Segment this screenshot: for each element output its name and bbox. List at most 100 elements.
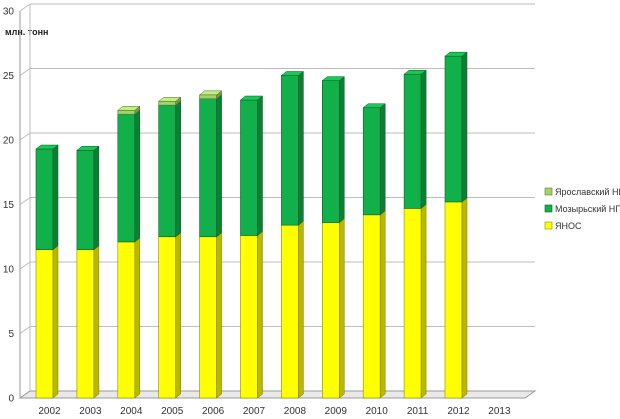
bar-2003	[76, 145, 100, 399]
legend-label: Ярославский НПЗ	[555, 187, 620, 197]
bar-segment	[76, 249, 95, 399]
bar-top	[444, 51, 468, 57]
bar-segment-side	[298, 70, 304, 226]
bar-segment	[117, 241, 136, 399]
y-tick-label: 30	[3, 7, 15, 18]
legend-swatch	[544, 221, 553, 230]
bar-segment-side	[257, 230, 263, 399]
bar-top	[157, 97, 182, 102]
bar-2011	[403, 69, 427, 399]
bar-segment	[403, 73, 422, 209]
grid-line-side	[19, 3, 31, 12]
bar-segment-side	[420, 69, 427, 209]
legend-item: ЯНОС	[544, 221, 582, 231]
grid-line-side	[19, 261, 31, 270]
bar-segment-side	[379, 103, 386, 216]
legend-label: ЯНОС	[555, 221, 582, 231]
bar-top	[280, 71, 305, 76]
bar-2005	[157, 96, 182, 399]
bar-segment	[76, 150, 95, 250]
x-tick-label: 2007	[243, 406, 266, 417]
bar-segment-side	[175, 100, 181, 238]
bars	[35, 51, 468, 399]
legend-label: Мозырьский НП	[555, 204, 620, 214]
bar-segment	[281, 75, 299, 226]
bar-segment-side	[175, 232, 181, 399]
bar-top	[117, 106, 141, 111]
grid-line-side	[19, 68, 31, 76]
bar-segment	[35, 249, 54, 399]
bar-segment-side	[420, 203, 427, 399]
x-tick-label: 2003	[79, 406, 102, 417]
bar-segment	[35, 148, 54, 250]
x-tick-label: 2008	[284, 406, 307, 417]
bar-top	[362, 103, 386, 108]
bar-segment-side	[134, 109, 141, 243]
bar-segment	[158, 236, 176, 399]
bar-2009	[321, 76, 346, 399]
legend-item: Ярославский НПЗ	[544, 187, 620, 197]
legend-swatch	[544, 187, 553, 196]
bar-2002	[35, 144, 59, 399]
bar-2010	[362, 103, 386, 399]
bar-segment-side	[93, 145, 100, 251]
grid-line-side	[19, 132, 31, 141]
bar-top	[35, 144, 59, 150]
bar-segment-side	[339, 218, 345, 399]
y-axis: 0 5 10 15 20 25 30	[3, 7, 15, 405]
bar-segment	[444, 201, 463, 399]
y-tick-label: 0	[8, 394, 14, 405]
bar-segment	[321, 80, 340, 223]
bar-segment	[240, 235, 258, 399]
y-tick-label: 25	[3, 71, 15, 82]
bar-segment-side	[339, 76, 345, 224]
bar-segment-side	[379, 210, 386, 399]
bar-segment-side	[134, 237, 141, 399]
bar-top	[239, 95, 264, 101]
y-tick-label: 5	[8, 329, 14, 340]
bar-segment	[117, 113, 136, 243]
bar-segment-side	[298, 220, 304, 399]
bar-segment	[281, 224, 299, 399]
legend: Ярославский НПЗ Мозырьский НП ЯНОС	[544, 187, 620, 231]
grid-line-side	[19, 326, 31, 334]
x-tick-label: 2010	[366, 406, 389, 417]
bar-top	[321, 76, 346, 81]
bar-segment-side	[216, 232, 222, 399]
x-tick-label: 2002	[38, 406, 61, 417]
bar-top	[198, 90, 223, 96]
bar-segment	[321, 222, 340, 399]
bar-segment-side	[93, 245, 100, 399]
legend-swatch	[544, 204, 553, 213]
x-tick-label: 2011	[407, 406, 429, 417]
x-axis: 2002 2003 2004 2005 2006 2007 2008 2009 2010 2011…	[38, 406, 511, 417]
bar-segment-side	[461, 51, 468, 203]
bar-top	[403, 69, 427, 75]
y-unit-label: млн. тонн	[5, 27, 48, 37]
bar-top	[76, 146, 100, 151]
bar-segment	[199, 236, 217, 399]
bar-2004	[117, 105, 141, 399]
bar-segment-side	[216, 94, 222, 238]
bar-segment	[444, 55, 463, 203]
x-tick-label: 2009	[325, 406, 348, 417]
x-tick-label: 2005	[161, 406, 184, 417]
bar-segment	[158, 101, 176, 106]
bar-segment	[158, 104, 176, 238]
bar-2012	[444, 51, 468, 399]
bar-segment	[362, 107, 381, 216]
y-tick-label: 15	[3, 200, 15, 211]
bar-segment	[403, 208, 422, 399]
legend-item: Мозырьский НП	[544, 204, 620, 214]
bar-segment	[199, 94, 217, 100]
x-tick-label: 2006	[202, 406, 225, 417]
bar-segment	[362, 214, 381, 399]
y-tick-label: 10	[3, 265, 15, 276]
bar-2007	[239, 95, 264, 399]
bar-segment	[199, 98, 217, 238]
bar-segment-side	[257, 95, 263, 236]
bar-segment-side	[52, 144, 59, 251]
x-tick-label: 2013	[488, 406, 511, 417]
bar-2008	[280, 70, 305, 399]
